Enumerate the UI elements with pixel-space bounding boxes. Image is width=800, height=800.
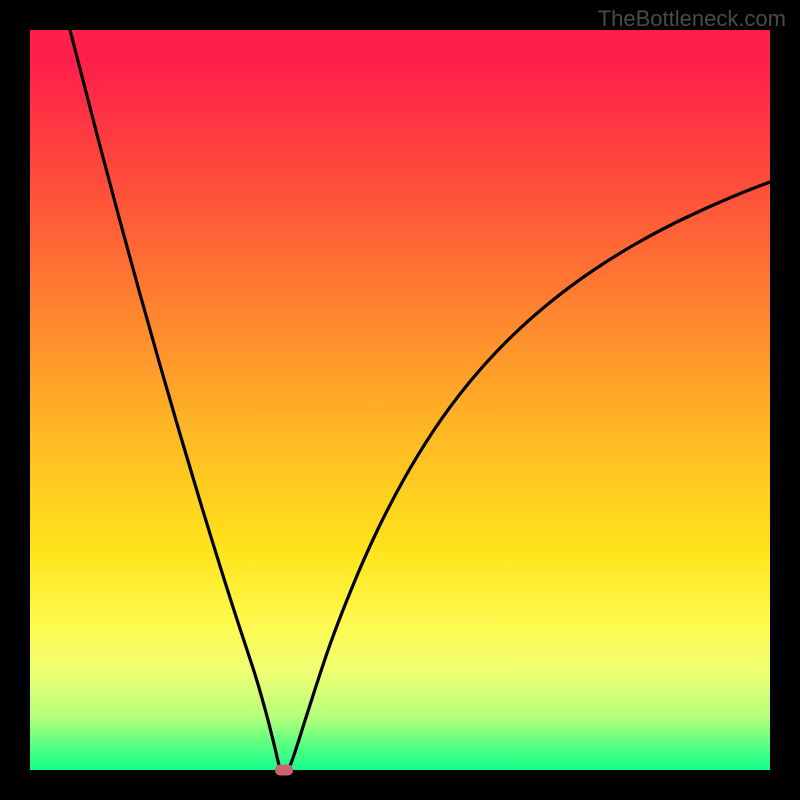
plot-area (30, 30, 770, 770)
bottleneck-curve (30, 30, 770, 770)
chart-stage: TheBottleneck.com (0, 0, 800, 800)
watermark-label: TheBottleneck.com (598, 6, 786, 32)
dip-marker (275, 765, 293, 776)
